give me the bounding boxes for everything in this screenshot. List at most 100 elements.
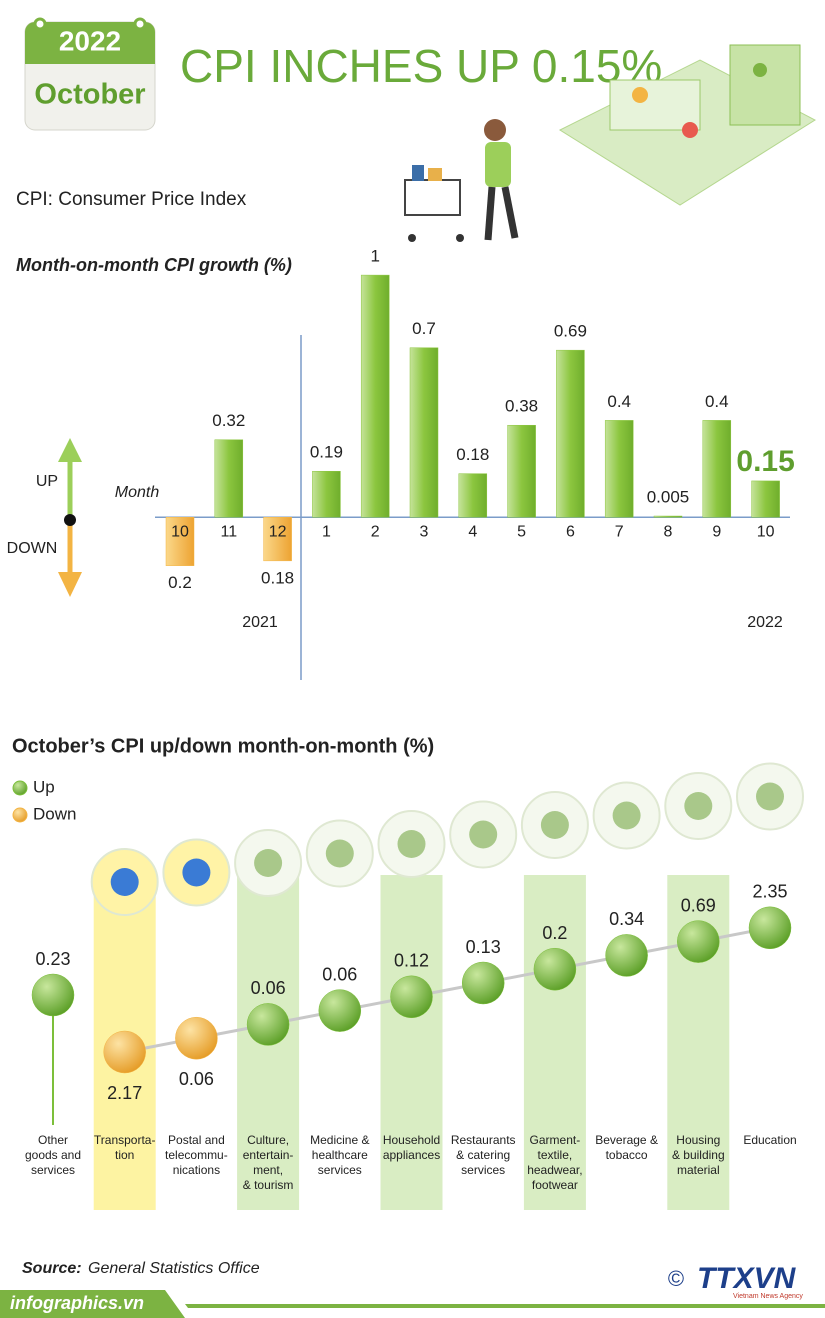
bar — [604, 420, 634, 518]
legend-label: Up — [33, 777, 55, 796]
x-tick-label: 9 — [712, 523, 721, 540]
value-label: 0.13 — [466, 937, 501, 957]
value-label: 0.06 — [179, 1069, 214, 1089]
dot — [677, 920, 720, 963]
x-tick-label: 10 — [757, 523, 775, 540]
subtitle: CPI: Consumer Price Index — [16, 189, 247, 210]
x-tick-label: 12 — [269, 523, 287, 540]
value-label: 0.2 — [542, 923, 567, 943]
bar — [653, 515, 683, 518]
dot — [31, 973, 75, 1017]
category-label: Culture, entertain- ment, & tourism — [242, 1133, 294, 1192]
bar — [409, 347, 439, 518]
legend-label: Down — [33, 804, 76, 823]
value-label: 2.17 — [107, 1083, 142, 1103]
x-tick-label: 1 — [322, 523, 331, 540]
highlight-band — [523, 875, 586, 1210]
dot — [605, 934, 648, 977]
dot — [175, 1016, 218, 1060]
copyright: © — [668, 1266, 684, 1291]
value-label: 0.2 — [168, 573, 192, 592]
value-label: 0.12 — [394, 951, 429, 971]
category-label: Education — [743, 1133, 797, 1147]
category-label: Garment- textile, headwear, footwear — [527, 1133, 583, 1192]
x-tick-label: 10 — [171, 523, 189, 540]
value-label: 0.18 — [261, 568, 294, 587]
value-label: 0.69 — [554, 322, 587, 341]
bar — [214, 439, 244, 518]
agency-logo: TTXVN — [697, 1262, 797, 1295]
bar — [263, 517, 292, 562]
up-label: UP — [36, 473, 58, 490]
category-icon-core — [540, 811, 569, 839]
value-label: 0.23 — [35, 949, 70, 969]
bar — [556, 349, 585, 518]
category-icon-core — [684, 792, 713, 820]
x-axis-label: Month — [115, 484, 160, 501]
category-icon-core — [469, 820, 498, 849]
footer-band — [0, 1290, 185, 1318]
value-label: 0.4 — [705, 392, 729, 411]
footer-line — [185, 1304, 825, 1308]
value-label: 0.005 — [647, 488, 690, 507]
page-title: CPI INCHES UP 0.15% — [180, 40, 662, 92]
value-label: 0.18 — [456, 445, 489, 464]
dot — [318, 989, 362, 1032]
value-label: 0.4 — [607, 392, 631, 411]
category-icon-core — [254, 849, 283, 877]
category-label: Beverage & tobacco — [595, 1133, 658, 1162]
x-tick-label: 3 — [420, 523, 429, 540]
value-label: 1 — [370, 247, 379, 266]
category-label: Medicine & healthcare services — [310, 1133, 370, 1177]
bar — [458, 473, 488, 518]
bar — [312, 470, 341, 518]
year-label: 2021 — [242, 614, 278, 631]
value-label: 0.38 — [505, 397, 538, 416]
value-label: 0.06 — [322, 964, 357, 984]
category-label: Household appliances — [382, 1133, 441, 1162]
category-icon-core — [110, 868, 139, 896]
value-label: 0.7 — [412, 319, 436, 338]
category-icon-core — [397, 830, 426, 858]
calendar: 2022 October — [24, 17, 156, 131]
category-icon-core — [756, 782, 784, 811]
category-icon-core — [325, 839, 354, 868]
x-tick-label: 7 — [615, 523, 624, 540]
direction-arrow — [58, 438, 82, 597]
dot — [103, 1030, 146, 1074]
highlight-band — [380, 875, 443, 1210]
bar — [165, 517, 195, 566]
legend-swatch — [12, 807, 28, 823]
month: October — [34, 79, 145, 111]
bar — [507, 424, 536, 518]
category-icon-core — [182, 858, 211, 887]
value-label: 0.34 — [609, 909, 644, 929]
site-name: infographics.vn — [10, 1293, 144, 1313]
agency-name: Vietnam News Agency — [733, 1293, 803, 1300]
legend-swatch — [12, 780, 28, 796]
chart-title: October’s CPI up/down month-on-month (%) — [12, 735, 434, 757]
bar — [360, 274, 390, 518]
dot — [390, 975, 433, 1019]
bar — [702, 420, 732, 518]
chart-title: Month-on-month CPI growth (%) — [16, 255, 292, 275]
year-label: 2022 — [747, 614, 783, 631]
value-label: 0.32 — [212, 411, 245, 430]
dot — [533, 947, 577, 991]
x-tick-label: 5 — [517, 523, 526, 540]
category-label: Other goods and services — [24, 1133, 82, 1177]
dot — [748, 906, 792, 950]
value-label: 0.06 — [251, 978, 286, 998]
value-label: 0.69 — [681, 895, 716, 915]
value-label: 2.35 — [752, 882, 787, 902]
x-tick-label: 11 — [220, 523, 237, 540]
value-label: 0.15 — [736, 445, 794, 478]
x-tick-label: 6 — [566, 523, 575, 540]
dot — [461, 961, 505, 1005]
category-label: Postal and telecommu- nications — [165, 1133, 228, 1177]
category-label: Restaurants & catering services — [450, 1133, 516, 1177]
x-tick-label: 4 — [468, 523, 477, 540]
year: 2022 — [59, 25, 121, 56]
